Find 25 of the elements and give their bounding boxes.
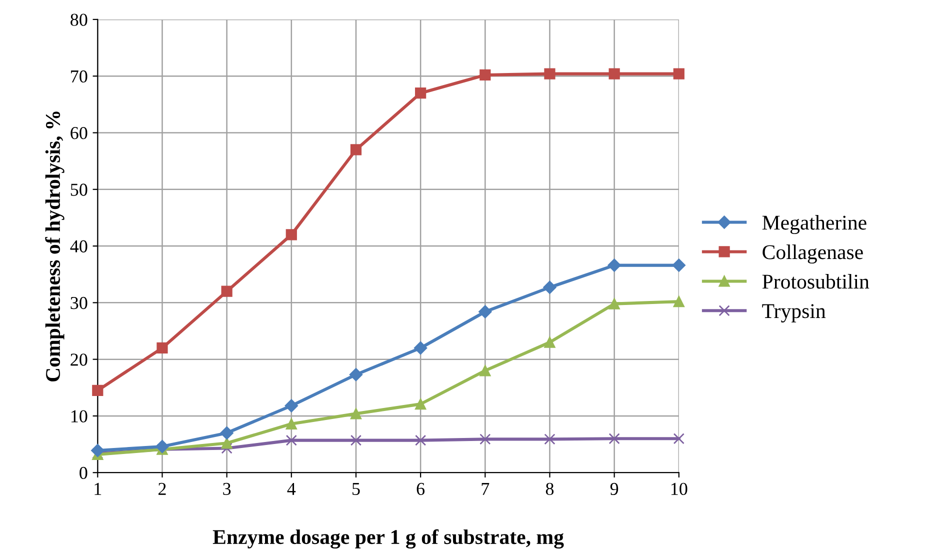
x-tick-label: 5 — [352, 483, 360, 496]
y-axis-title: Completeness of hydrolysis, % — [45, 112, 64, 382]
x-tick-label: 4 — [287, 482, 296, 495]
legend-label: Protosubtilin — [762, 274, 870, 289]
x-tick-label: 8 — [546, 482, 554, 496]
y-tick-label: 50 — [70, 184, 88, 196]
x-tick-label: 10 — [671, 482, 688, 496]
y-tick-label: 40 — [70, 240, 88, 252]
y-tick-label: 70 — [71, 70, 88, 83]
legend-label: Collagenase — [762, 244, 863, 264]
legend-label: Trypsin — [762, 304, 826, 322]
x-tick-label: 1 — [94, 482, 102, 495]
y-tick-label: 0 — [80, 466, 88, 480]
x-tick-label: 2 — [158, 482, 166, 495]
x-tick-label: 3 — [223, 482, 231, 496]
y-tick-label: 30 — [70, 296, 88, 310]
x-tick-label: 6 — [416, 482, 425, 496]
y-tick-label: 80 — [70, 14, 88, 26]
legend-label: Megatherine — [762, 215, 866, 234]
x-axis-title: Enzyme dosage per 1 g of substrate, mg — [212, 529, 564, 549]
x-tick-label: 7 — [482, 483, 490, 495]
x-tick-label: 9 — [610, 482, 618, 496]
y-tick-label: 20 — [70, 354, 88, 366]
y-tick-label: 60 — [70, 127, 88, 140]
y-tick-label: 10 — [71, 410, 88, 422]
